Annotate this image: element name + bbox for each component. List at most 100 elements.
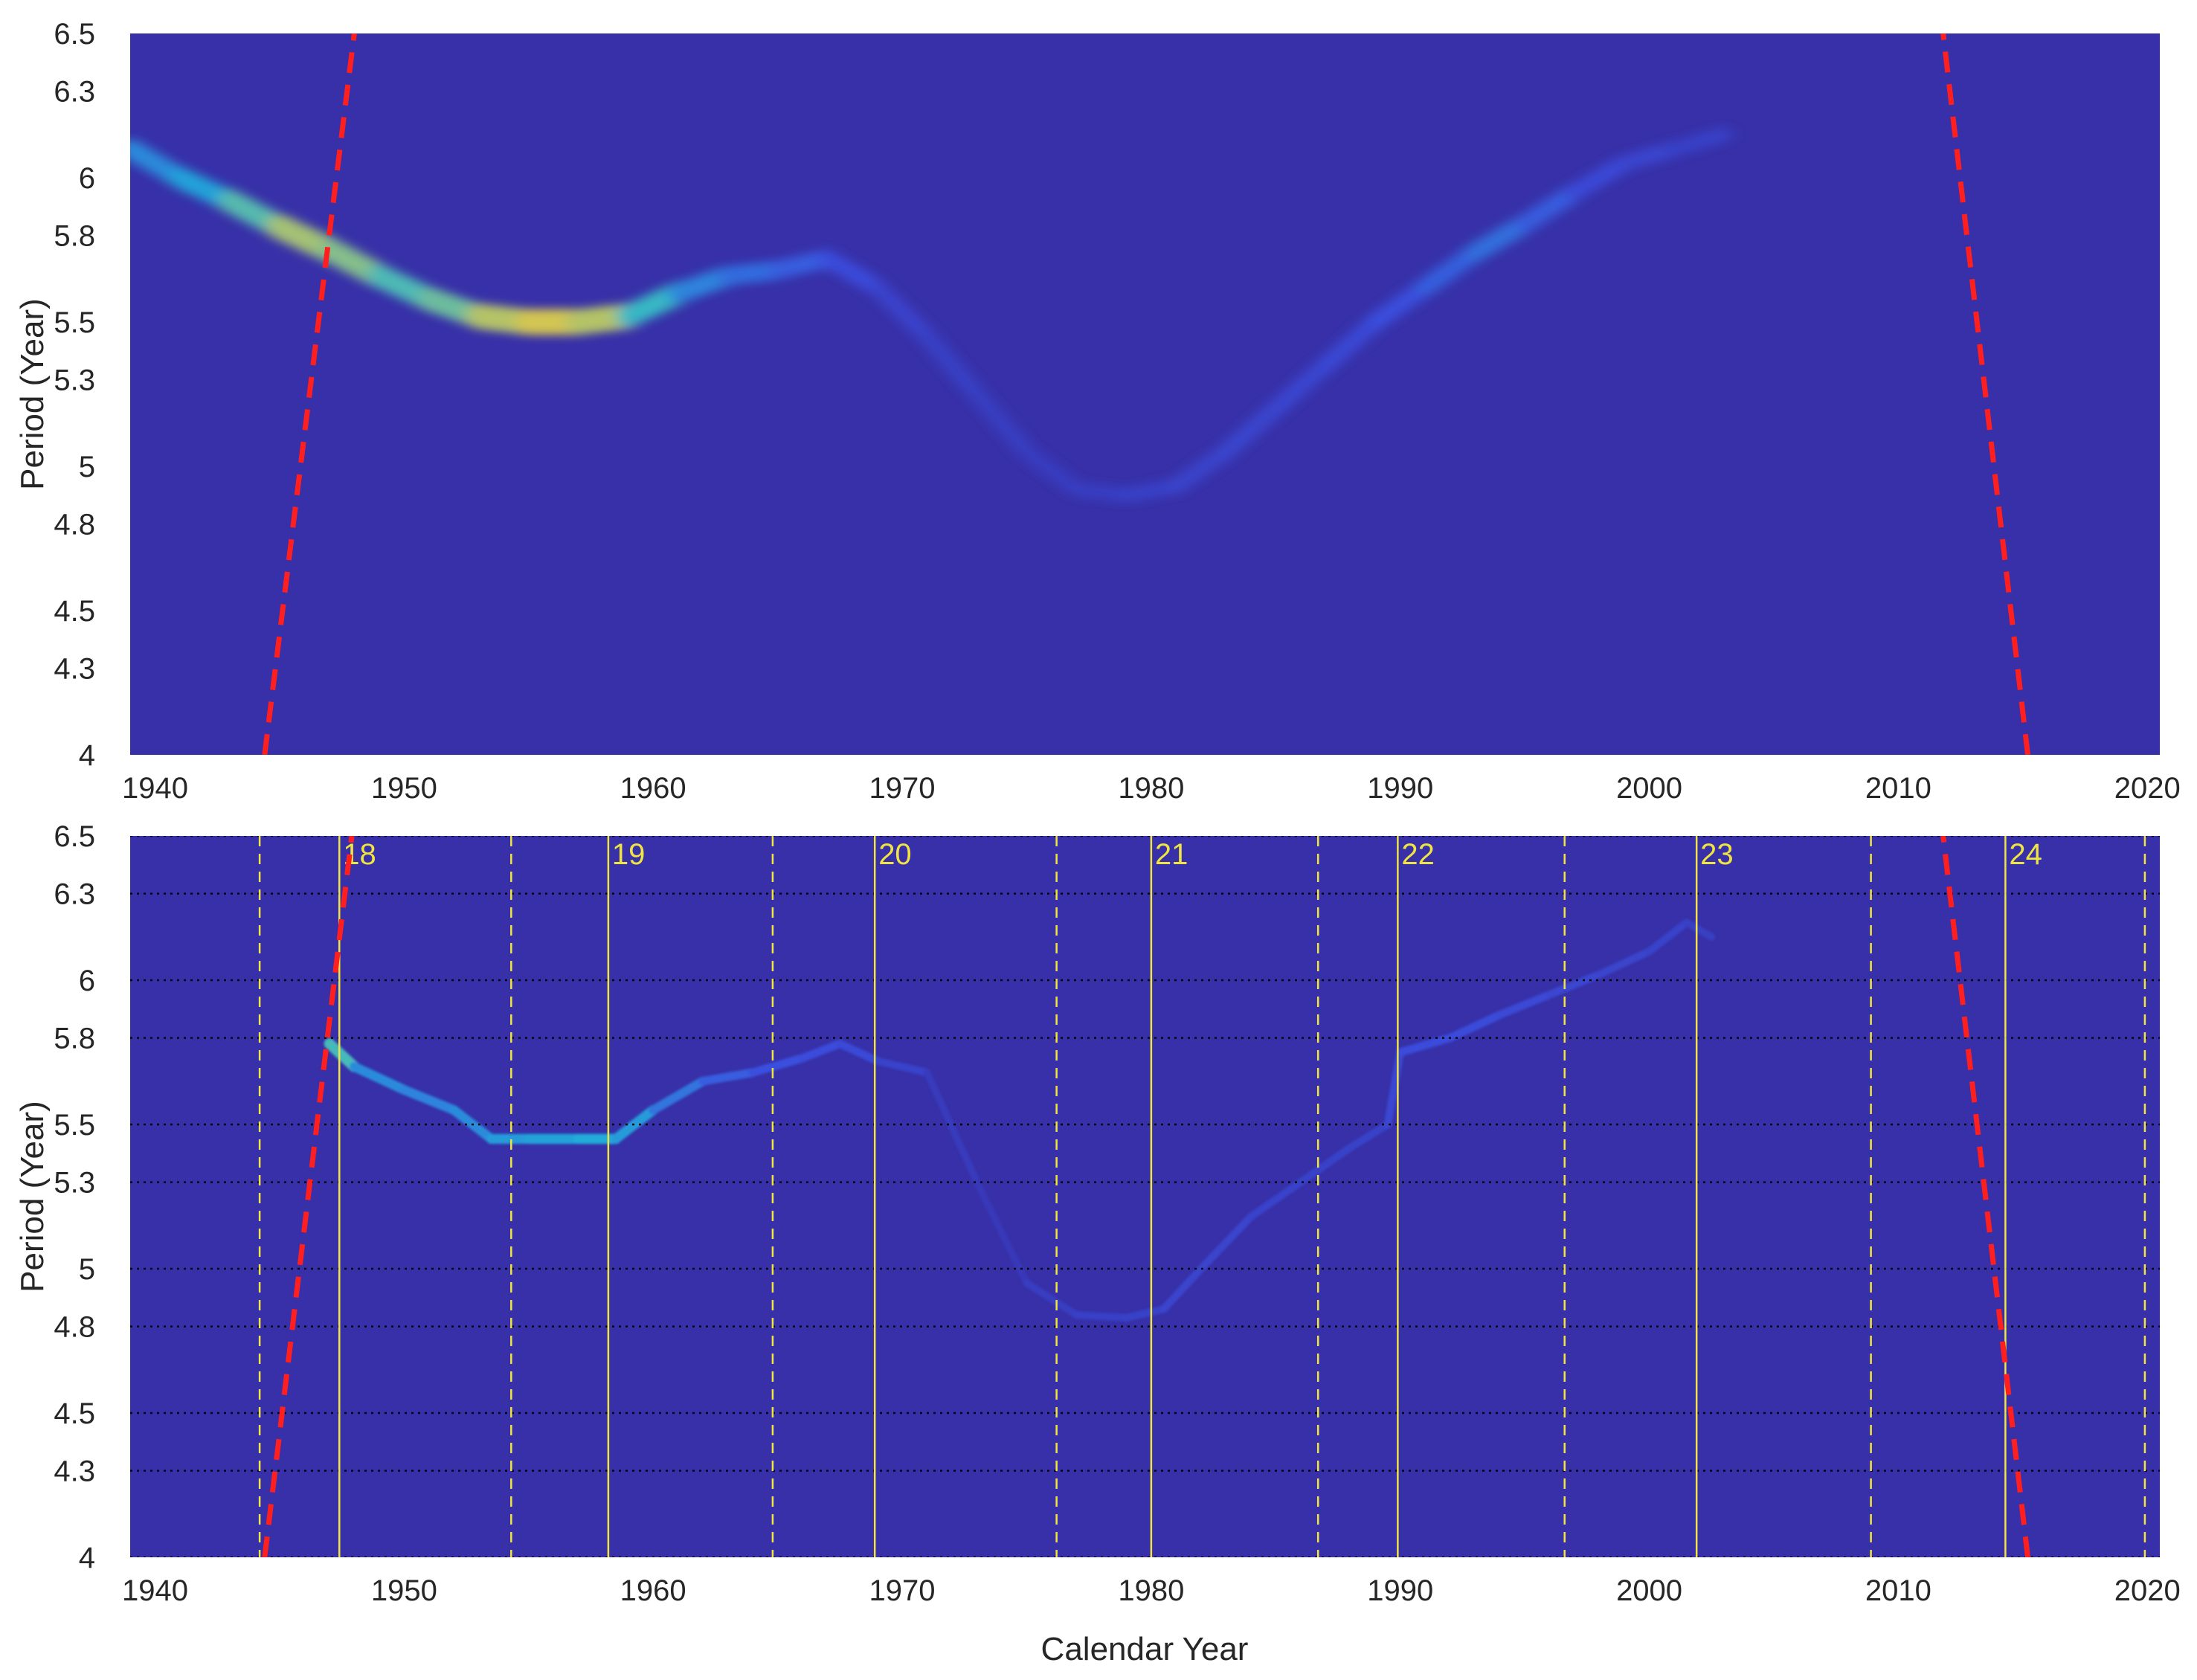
y-tick-label: 6.3: [54, 878, 95, 911]
ridge-segment: [919, 328, 985, 402]
y-tick-label: 6.5: [54, 18, 95, 51]
x-tick-label: 2020: [2114, 772, 2181, 805]
y-tick-label: 5.3: [54, 364, 95, 397]
y-tick-label: 4: [79, 1542, 95, 1574]
y-tick-label: 5: [79, 451, 95, 483]
ridge-segment: [1645, 918, 1691, 956]
ridge-segment: [611, 1104, 658, 1145]
ridge-segment: [1267, 356, 1334, 417]
top-threshold-layer: [262, 33, 2031, 755]
ridge-segment: [1069, 481, 1134, 503]
ridge-segment: [1446, 1011, 1505, 1043]
ridge-segment: [1465, 214, 1535, 263]
ridge-segment: [1515, 183, 1584, 234]
ridge-segment: [399, 1085, 459, 1115]
bottom-x-ticks: 1940 1950 1960 1970 1980 1990 2000 2010 2020: [122, 1574, 2181, 1607]
ridge-segment: [923, 1069, 981, 1186]
ridge-segment: [1118, 478, 1184, 503]
ridge-segment: [1296, 1144, 1354, 1186]
ridge-segment: [1366, 278, 1435, 331]
y-tick-label: 5: [79, 1253, 95, 1286]
y-tick-label: 6.5: [54, 820, 95, 853]
y-tick-label: 4.5: [54, 595, 95, 628]
threshold-curve: [262, 33, 357, 755]
top-x-ticks: 1940 1950 1960 1970 1980 1990 2000 2010 2020: [122, 772, 2181, 805]
cycle-number-label: 19: [612, 838, 646, 871]
ridge-segment: [1595, 947, 1653, 979]
x-tick-label: 1950: [371, 772, 437, 805]
ridge-segment: [1346, 1121, 1392, 1152]
ridge-segment: [324, 1038, 360, 1072]
ridge-segment: [1168, 443, 1235, 495]
x-tick-label: 1970: [869, 1574, 936, 1607]
ridge-segment: [1197, 1213, 1255, 1273]
ridge-segment: [835, 1040, 881, 1065]
y-tick-label: 6.3: [54, 76, 95, 109]
ridge-segment: [1217, 400, 1284, 460]
x-tick-label: 1950: [371, 1574, 437, 1607]
x-tick-label: 2010: [1865, 1574, 1931, 1607]
ridge-segment: [1159, 1264, 1205, 1313]
y-tick-label: 5.8: [54, 220, 95, 253]
ridge-segment: [1616, 141, 1683, 172]
ridge-segment: [1396, 1034, 1455, 1057]
ridge-segment: [973, 1178, 1031, 1287]
y-tick-label: 4.8: [54, 1311, 95, 1344]
y-tick-label: 4.8: [54, 509, 95, 541]
x-tick-label: 1970: [869, 772, 936, 805]
bottom-y-axis-label: Period (Year): [14, 1101, 51, 1293]
ridge-segment: [1023, 1279, 1081, 1319]
cycle-number-label: 20: [878, 838, 912, 871]
ridge-segment: [1247, 1178, 1305, 1221]
ridge-segment: [1122, 1305, 1168, 1322]
top-ridge-layer: [130, 126, 1732, 503]
ridge-segment: [1666, 126, 1732, 157]
y-tick-label: 6: [79, 965, 95, 997]
x-tick-label: 1940: [122, 772, 188, 805]
y-tick-label: 5.5: [54, 306, 95, 339]
cycle-number-label: 23: [1700, 838, 1734, 871]
bottom-y-ticks: 4 4.3 4.5 4.8 5 5.3 5.5 5.8 6 6.3 6.5: [54, 820, 95, 1574]
top-y-axis-label: Period (Year): [14, 298, 51, 490]
cycle-number-label: 22: [1401, 838, 1435, 871]
y-tick-label: 5.5: [54, 1109, 95, 1142]
y-tick-label: 4.5: [54, 1397, 95, 1430]
ridge-segment: [1566, 155, 1633, 201]
x-tick-label: 1990: [1367, 772, 1433, 805]
x-tick-label: 2000: [1616, 1574, 1682, 1607]
bottom-panel: 18 19 20 21 22 23 24 44.34.54.855.35.55.866.36…: [14, 820, 2181, 1667]
ridge-segment: [873, 1057, 931, 1077]
ridge-segment: [1415, 243, 1484, 297]
bottom-ridge-layer: [324, 918, 1716, 1322]
bottom-threshold-layer: [262, 836, 2031, 1557]
ridge-segment: [1682, 918, 1716, 941]
y-tick-label: 4.3: [54, 1455, 95, 1488]
top-y-ticks: 4 4.3 4.5 4.8 5 5.3 5.5 5.8 6 6.3 6.5: [54, 18, 95, 772]
threshold-curve: [262, 836, 355, 1557]
x-tick-label: 2000: [1616, 772, 1682, 805]
x-tick-label: 2020: [2114, 1574, 2181, 1607]
cycle-number-label: 21: [1155, 838, 1188, 871]
y-tick-label: 4.3: [54, 653, 95, 686]
x-tick-label: 1960: [620, 772, 686, 805]
x-tick-label: 1960: [620, 1574, 686, 1607]
threshold-curve: [1940, 836, 2031, 1557]
y-tick-label: 5.8: [54, 1023, 95, 1055]
ridge-segment: [1316, 313, 1384, 374]
ridge-segment: [818, 249, 887, 297]
ridge-segment: [968, 386, 1035, 460]
x-tick-label: 1940: [122, 1574, 188, 1607]
top-panel: 4 4.3 4.5 4.8 5 5.3 5.5 5.8 6 6.3 6.5 1940 1950 1960…: [14, 18, 2181, 805]
top-plot-area: [130, 33, 2160, 755]
top-ridge-track: [130, 126, 1732, 503]
threshold-curve: [1940, 33, 2031, 755]
x-tick-label: 1980: [1118, 772, 1184, 805]
bottom-plot-area: [130, 836, 2160, 1557]
ridge-segment: [649, 1076, 708, 1115]
ridge-segment: [1072, 1311, 1130, 1322]
ridge-segment: [798, 1039, 844, 1063]
y-tick-label: 6: [79, 162, 95, 195]
y-tick-label: 4: [79, 739, 95, 772]
ridge-segment: [1545, 971, 1603, 999]
